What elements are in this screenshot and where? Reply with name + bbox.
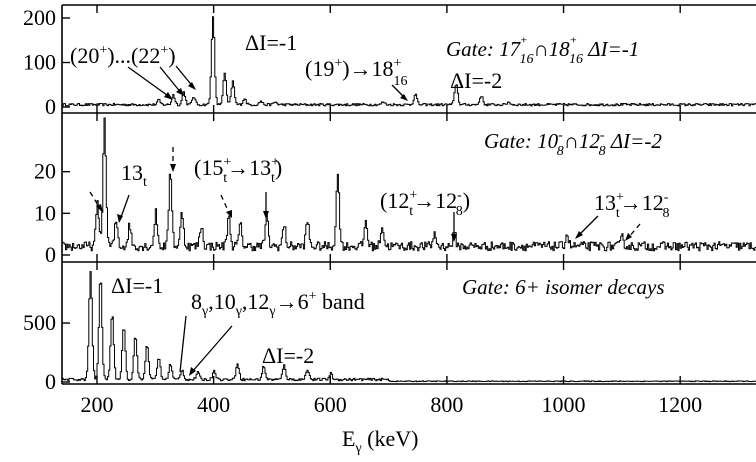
arrow-head <box>188 82 196 90</box>
dashed-arrow-1 <box>89 191 102 211</box>
spectrum-line-bottom <box>62 271 756 383</box>
annotation-delta-i-minus2-top: ΔI=-2 <box>450 68 502 93</box>
x-axis-title: Eγ (keV) <box>342 426 418 456</box>
arrow-head <box>189 367 196 376</box>
dashed-arrow-4 <box>627 223 641 239</box>
arrow-head <box>575 231 583 239</box>
y-tick-label-p0-0: 0 <box>45 94 56 119</box>
arrow-head <box>263 211 269 219</box>
x-tick-label-5: 1200 <box>658 392 702 417</box>
arrows-top <box>127 65 407 100</box>
arrow-head <box>117 214 123 223</box>
y-tick-label-p1-0: 0 <box>45 242 56 267</box>
y-tick-label-p0-2: 200 <box>23 5 56 30</box>
arrow-head <box>226 210 232 218</box>
y-tick-label-p2-0: 0 <box>45 369 56 394</box>
x-tick-label-3: 800 <box>430 392 463 417</box>
gate-label-top: Gate: 17⁺ 16∩18⁺ 16 ΔI=-1 <box>446 36 639 67</box>
annotation-delta-i-minus1-bottom: ΔI=-1 <box>111 273 163 298</box>
y-tick-label-p1-1: 10 <box>34 200 56 225</box>
arrow-head <box>625 233 632 241</box>
x-tick-label-4: 1000 <box>542 392 586 417</box>
arrow-heads-top <box>164 82 408 101</box>
arrow-20-plus <box>127 66 172 99</box>
arrow-head <box>170 164 176 172</box>
spectrum-line-top <box>62 16 756 107</box>
annotation-19-to-18: (19+)→18+ 16 <box>305 56 407 89</box>
gate-label-bottom: Gate: 6+ isomer decays <box>462 275 665 299</box>
arrow-head <box>164 92 173 100</box>
arrow-heads-middle <box>96 164 632 242</box>
annotation-15-to-13: (15+ t→13+ t) <box>194 155 282 186</box>
x-tick-label-0: 200 <box>80 392 113 417</box>
y-tick-label-p0-1: 100 <box>23 50 56 75</box>
arrow-gamma-band <box>191 325 233 373</box>
annotation-13t-to-12: 13+ t→12-8 <box>594 190 669 221</box>
gate-label-middle: Gate: 10-8∩12-8 ΔI=-2 <box>484 128 662 159</box>
annotation-13t: 13t <box>121 160 147 190</box>
x-tick-label-2: 600 <box>314 392 347 417</box>
annotation-gamma-band: 8γ,10γ,12γ→6+ band <box>191 289 365 319</box>
arrow-21-plus <box>159 66 183 95</box>
arrow-head <box>176 88 184 96</box>
annotation-delta-i-minus2-bottom: ΔI=-2 <box>262 343 314 368</box>
y-tick-label-p2-1: 500 <box>23 310 56 335</box>
plot-frames <box>61 4 756 385</box>
annotation-12-to-12: (12+ t→12-8) <box>380 188 470 219</box>
arrow-gamma-band-2 <box>179 315 187 373</box>
annotation-20-22-plus: (20+)...(22+) <box>70 43 176 68</box>
spectrum-line-middle <box>62 117 756 252</box>
arrow-13-plus <box>577 215 599 237</box>
arrow-head <box>400 94 408 101</box>
y-tick-label-p1-2: 20 <box>34 159 56 184</box>
arrows-bottom <box>179 315 233 373</box>
arrow-head <box>96 204 103 213</box>
x-tick-label-1: 400 <box>197 392 230 417</box>
annotation-delta-i-minus1-top: ΔI=-1 <box>245 30 297 55</box>
arrow-head <box>451 234 457 242</box>
arrow-heads-bottom <box>189 367 196 376</box>
